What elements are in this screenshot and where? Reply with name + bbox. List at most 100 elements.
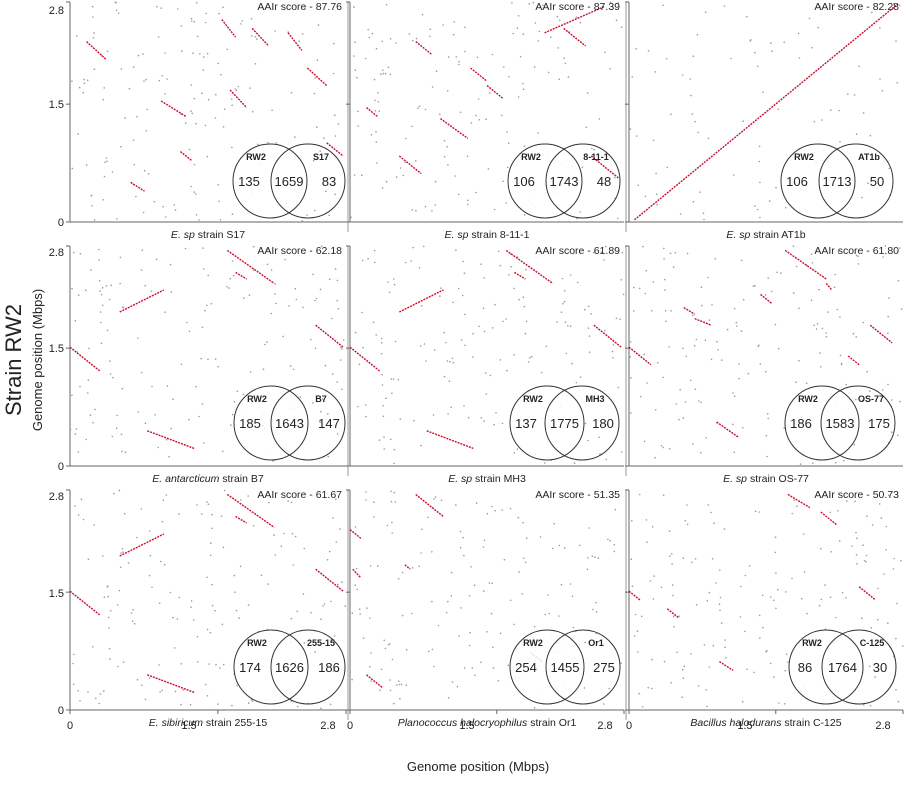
dot-point bbox=[482, 546, 485, 548]
dot-point bbox=[404, 261, 407, 264]
dot-point bbox=[389, 643, 391, 645]
dot-point bbox=[198, 219, 200, 221]
dot-point bbox=[855, 133, 858, 135]
dot-point bbox=[337, 308, 340, 310]
dot-point bbox=[248, 294, 251, 296]
dot-point bbox=[587, 557, 589, 559]
dot-point bbox=[326, 559, 329, 561]
venn-right-circle bbox=[270, 385, 346, 461]
dot-point bbox=[777, 588, 779, 591]
dot-point bbox=[522, 82, 524, 85]
dot-point bbox=[705, 689, 707, 691]
dot-point bbox=[333, 635, 336, 637]
dot-point bbox=[730, 57, 732, 60]
dot-point bbox=[660, 586, 663, 589]
dot-point bbox=[450, 406, 453, 409]
dot-point bbox=[821, 119, 823, 121]
dot-point bbox=[447, 56, 450, 58]
dot-point bbox=[391, 392, 393, 395]
dot-point bbox=[103, 596, 106, 598]
dot-point bbox=[592, 251, 595, 254]
dot-point bbox=[654, 456, 656, 459]
dot-point bbox=[562, 302, 564, 305]
dot-point bbox=[503, 558, 506, 561]
dot-point bbox=[373, 516, 375, 518]
dot-point bbox=[845, 6, 847, 9]
dot-point bbox=[226, 286, 228, 288]
dot-point bbox=[315, 297, 318, 300]
dot-point bbox=[120, 145, 122, 148]
dot-point bbox=[711, 304, 713, 306]
dot-point bbox=[200, 357, 202, 360]
dot-point bbox=[518, 298, 520, 301]
dot-point bbox=[333, 42, 335, 45]
dot-point bbox=[638, 287, 641, 290]
dot-point bbox=[591, 555, 594, 558]
dot-point bbox=[483, 590, 485, 592]
dot-point bbox=[127, 562, 130, 564]
dot-point bbox=[191, 112, 194, 115]
dot-point bbox=[117, 665, 119, 668]
dot-point bbox=[579, 21, 582, 24]
dot-point bbox=[681, 668, 684, 671]
dot-point bbox=[94, 408, 96, 411]
dot-point bbox=[401, 571, 404, 574]
syntenic-segment bbox=[694, 317, 712, 326]
dot-point bbox=[389, 679, 392, 681]
dot-point bbox=[877, 618, 879, 621]
dot-point bbox=[488, 582, 491, 584]
dot-point bbox=[390, 438, 392, 441]
dot-point bbox=[380, 668, 383, 671]
dot-point bbox=[368, 36, 371, 39]
aair-score: AAIr score - 61.80 bbox=[814, 245, 899, 257]
dot-point bbox=[124, 451, 127, 454]
syntenic-segments bbox=[366, 5, 619, 179]
dot-point bbox=[334, 268, 337, 270]
dot-point bbox=[145, 78, 147, 81]
dot-point bbox=[597, 557, 600, 559]
dot-point bbox=[492, 667, 495, 669]
venn-left-only-count: 185 bbox=[239, 416, 261, 431]
dot-point bbox=[862, 544, 864, 546]
dot-point bbox=[604, 51, 606, 54]
dot-point bbox=[132, 608, 134, 611]
dot-point bbox=[576, 281, 579, 284]
dot-point bbox=[819, 352, 821, 354]
dot-point bbox=[144, 422, 147, 425]
dot-point bbox=[776, 271, 778, 274]
dot-point bbox=[181, 50, 183, 52]
dot-point bbox=[579, 376, 582, 378]
venn-left-only-count: 137 bbox=[515, 416, 537, 431]
dot-point bbox=[370, 652, 372, 654]
species-name: E. antarcticum bbox=[152, 473, 219, 485]
dot-point bbox=[322, 605, 324, 607]
dot-point bbox=[176, 618, 179, 620]
dot-point bbox=[817, 26, 819, 29]
dot-point bbox=[222, 126, 225, 128]
dot-point bbox=[505, 318, 507, 320]
dot-point bbox=[341, 581, 343, 583]
dot-point bbox=[744, 574, 747, 577]
dot-point bbox=[100, 342, 103, 345]
dot-point bbox=[866, 370, 868, 373]
dot-point bbox=[391, 521, 393, 524]
dot-point bbox=[676, 651, 678, 654]
dot-point bbox=[231, 413, 234, 416]
dot-point bbox=[432, 414, 435, 416]
dot-point bbox=[249, 87, 251, 89]
dot-point bbox=[241, 20, 243, 22]
dot-point bbox=[673, 626, 675, 628]
dot-point bbox=[142, 211, 145, 214]
y-ticks-row-3: 2.8 1.5 0 bbox=[49, 491, 64, 717]
dot-point bbox=[336, 279, 339, 282]
dot-point bbox=[381, 373, 384, 376]
dot-point bbox=[502, 320, 504, 323]
dot-point bbox=[231, 213, 234, 215]
dot-point bbox=[646, 541, 648, 543]
dot-point bbox=[656, 203, 658, 206]
dot-point bbox=[206, 304, 208, 307]
dot-point bbox=[863, 704, 865, 706]
dot-point bbox=[742, 120, 744, 122]
